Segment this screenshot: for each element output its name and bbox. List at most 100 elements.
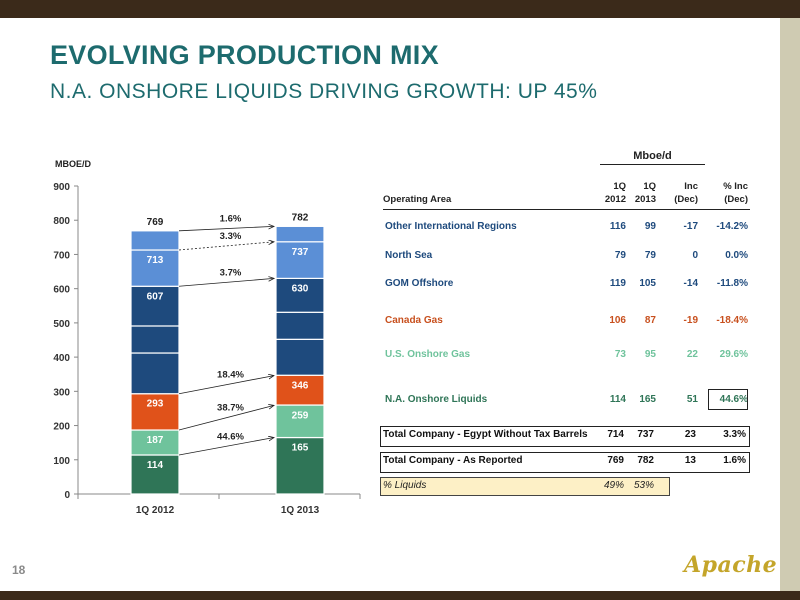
x-tick-label: 1Q 2012 — [136, 505, 175, 516]
stacked-bar-chart: MBOE/D 0 100 200 300 400 500 600 700 800 900 1Q 201… — [53, 159, 361, 516]
table-row: Other International Regions 116 99 -17 -14.2… — [383, 219, 753, 235]
row-value-v2012: 119 — [609, 278, 626, 289]
cumulative-value-label: 114 — [147, 460, 164, 471]
row-area-label: Other International Regions — [385, 221, 517, 232]
row-value-pct: -14.2% — [716, 221, 748, 232]
y-tick-label: 800 — [53, 216, 70, 227]
cumulative-value-label: 346 — [292, 381, 309, 392]
col-header-2012-l1: 1Q — [613, 181, 626, 192]
bar-segment — [130, 325, 180, 354]
growth-arrow — [178, 242, 274, 251]
row-value-inc: 22 — [686, 349, 698, 360]
col-header-inc: Inc (Dec) — [668, 180, 698, 206]
row-value-v2012: 116 — [609, 221, 626, 232]
col-header-area: Operating Area — [383, 193, 451, 206]
bar-total-label: 769 — [147, 217, 164, 228]
table-row: Canada Gas 106 87 -19 -18.4% — [383, 313, 753, 329]
total-row: Total Company - As Reported 769 782 13 1.6% — [380, 452, 750, 473]
y-tick-label: 0 — [64, 490, 70, 501]
row-value-v2012: 714 — [607, 429, 624, 440]
bar-segment — [130, 454, 180, 495]
row-value-pct: 44.6% — [719, 394, 748, 405]
cumulative-value-label: 293 — [147, 399, 164, 410]
row-value-v2012: 769 — [607, 455, 624, 466]
row-value-pct: -18.4% — [716, 315, 748, 326]
row-value-v2013: 87 — [644, 315, 656, 326]
row-value-pct: 0.0% — [725, 250, 748, 261]
col-header-2012-l2: 2012 — [604, 194, 626, 205]
bar-segment — [130, 249, 180, 287]
y-tick-label: 300 — [53, 387, 70, 398]
row-value-v2012: 49% — [603, 480, 624, 491]
bar-segment — [130, 393, 180, 431]
row-value-inc: 51 — [686, 394, 698, 405]
header-rule — [383, 209, 750, 210]
y-axis-label: MBOE/D — [55, 159, 92, 169]
growth-arrow — [178, 278, 274, 287]
row-value-v2013: 99 — [644, 221, 656, 232]
y-tick-label: 700 — [53, 250, 70, 261]
table-group-header: Mboe/d — [600, 150, 705, 165]
cumulative-value-label: 165 — [292, 443, 309, 454]
row-value-v2013: 782 — [637, 455, 654, 466]
bar-segment — [275, 374, 325, 406]
col-header-pct-l2: (Dec) — [724, 194, 748, 205]
cumulative-value-label: 713 — [147, 255, 164, 266]
growth-pct-label: 44.6% — [217, 431, 244, 442]
table-row: N.A. Onshore Liquids 114 165 51 44.6% — [383, 389, 753, 410]
row-value-v2013: 79 — [644, 250, 656, 261]
col-header-2013-l1: 1Q — [643, 181, 656, 192]
growth-arrow — [178, 405, 274, 431]
bar-total-label: 782 — [292, 212, 309, 223]
row-value-v2013: 165 — [639, 394, 656, 405]
growth-pct-label: 18.4% — [217, 370, 244, 381]
row-value-inc: 13 — [684, 455, 696, 466]
apache-logo: Apache — [684, 552, 778, 578]
row-value-inc: 0 — [692, 250, 698, 261]
col-header-inc-l2: (Dec) — [674, 194, 698, 205]
cumulative-value-label: 259 — [292, 410, 309, 421]
row-area-label: Total Company - As Reported — [383, 455, 523, 466]
row-value-inc: 23 — [684, 429, 696, 440]
bar-segment — [130, 285, 180, 327]
page-subtitle: N.A. ONSHORE LIQUIDS DRIVING GROWTH: UP … — [50, 80, 598, 103]
table-row: U.S. Onshore Gas 73 95 22 29.6% — [383, 347, 753, 363]
page-number: 18 — [12, 563, 26, 577]
row-area-label: Canada Gas — [385, 315, 443, 326]
bar-segment — [130, 230, 180, 251]
bar-segment — [275, 436, 325, 495]
row-value-inc: -17 — [683, 221, 698, 232]
table-row: North Sea 79 79 0 0.0% — [383, 248, 753, 264]
table-row: GOM Offshore 119 105 -14 -11.8% — [383, 276, 753, 292]
growth-arrow — [178, 376, 274, 395]
y-tick-label: 600 — [53, 285, 70, 296]
row-value-pct: 29.6% — [719, 349, 748, 360]
row-value-v2013: 105 — [639, 278, 656, 289]
right-sidebar-strip — [780, 18, 800, 591]
bar-segment — [275, 311, 325, 340]
row-value-inc: -19 — [683, 315, 698, 326]
growth-arrow — [178, 226, 274, 232]
row-value-v2012: 73 — [614, 349, 626, 360]
col-header-pct: % Inc (Dec) — [708, 180, 748, 206]
growth-pct-label: 3.3% — [220, 231, 242, 242]
cumulative-value-label: 607 — [147, 291, 164, 302]
growth-pct-label: 3.7% — [220, 267, 242, 278]
x-tick-label: 1Q 2013 — [281, 505, 320, 516]
col-header-2013-l2: 2013 — [634, 194, 656, 205]
growth-arrow — [178, 438, 274, 456]
col-header-inc-l1: Inc — [684, 181, 698, 192]
row-value-v2012: 79 — [614, 250, 626, 261]
top-bar — [0, 0, 800, 18]
row-area-label: GOM Offshore — [385, 278, 454, 289]
bar-segment — [275, 338, 325, 376]
growth-pct-label: 1.6% — [220, 214, 242, 225]
cumulative-value-label: 737 — [292, 247, 309, 258]
bar-segment — [275, 225, 325, 243]
row-value-pct: -11.8% — [716, 278, 748, 289]
growth-pct-label: 38.7% — [217, 403, 244, 414]
row-value-v2012: 106 — [609, 315, 626, 326]
col-header-2013: 1Q 2013 — [630, 180, 656, 206]
row-value-pct: 3.3% — [723, 429, 746, 440]
page-title: EVOLVING PRODUCTION MIX — [50, 40, 439, 70]
